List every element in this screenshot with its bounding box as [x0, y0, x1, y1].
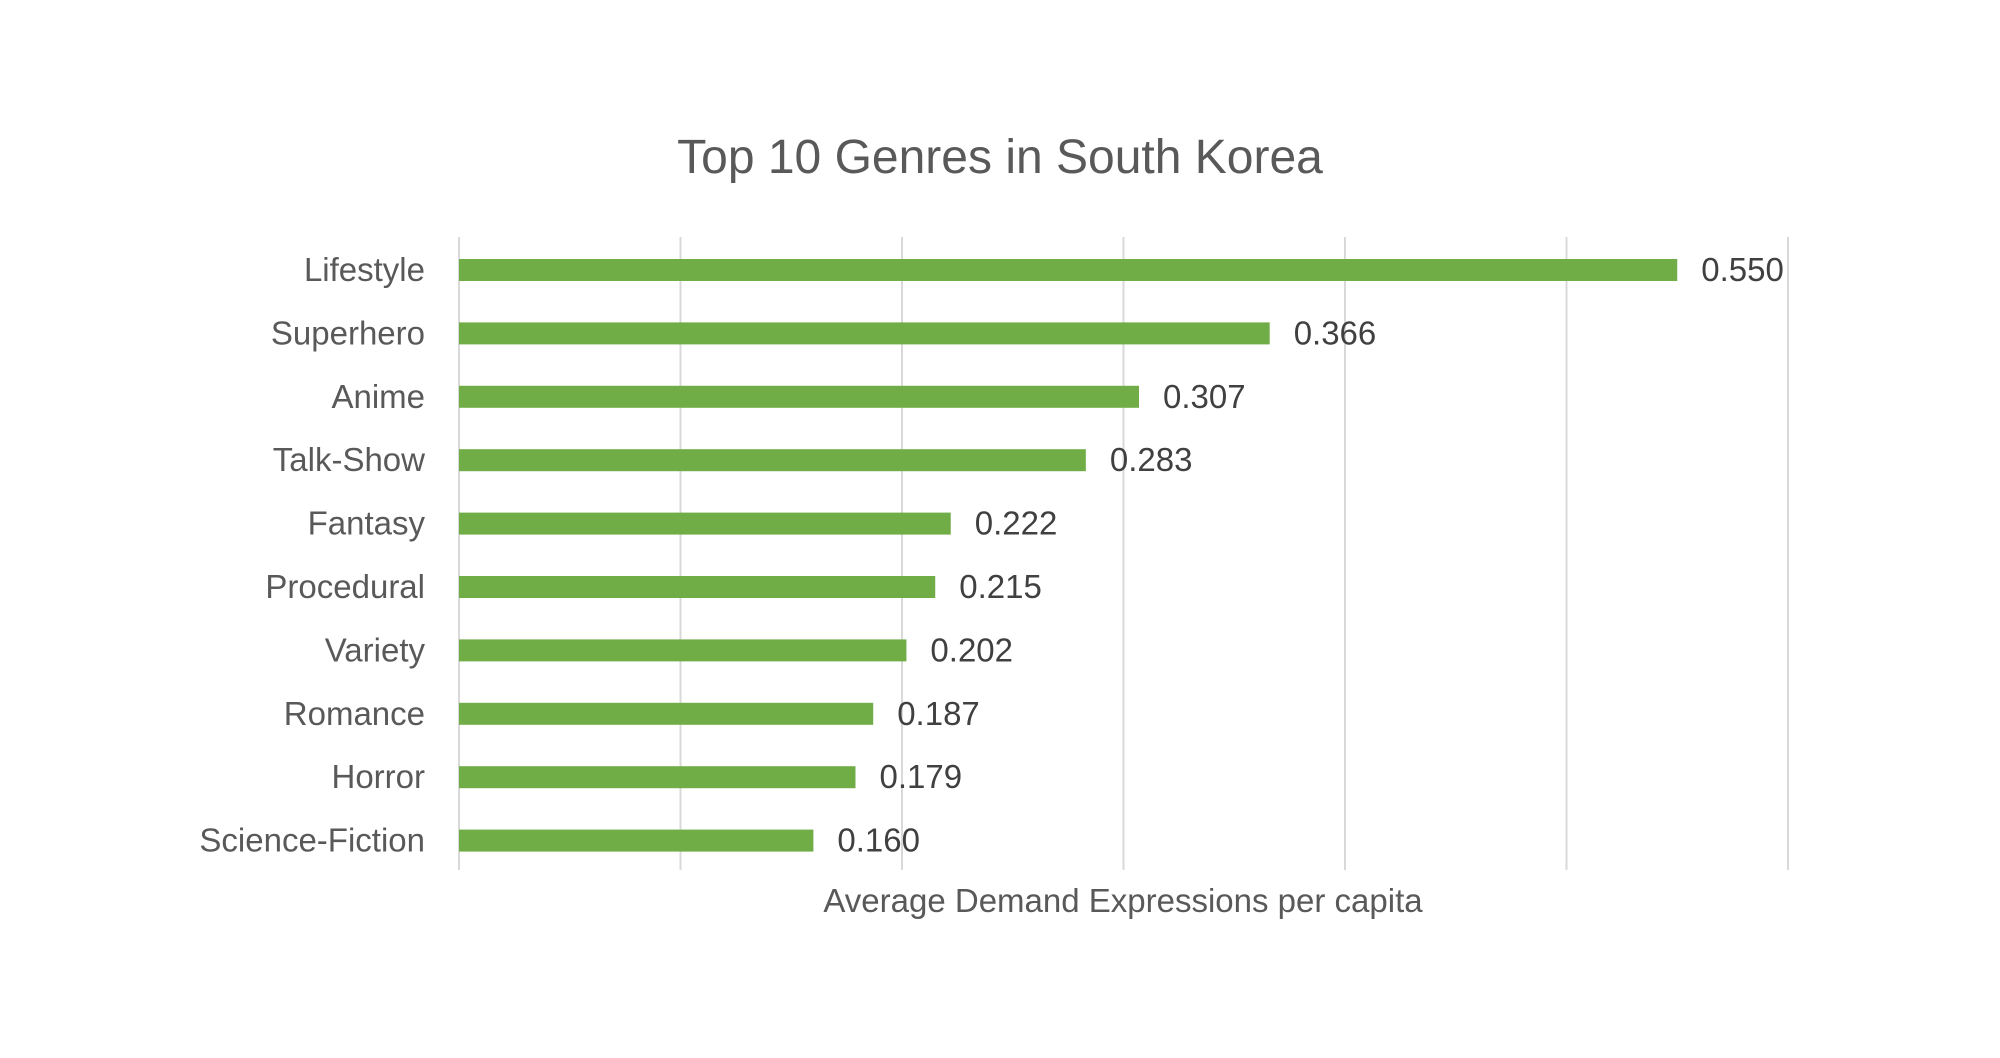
- bar-row: Superhero 0.366: [271, 314, 1376, 351]
- value-label: 0.215: [959, 568, 1042, 605]
- bar-row: Lifestyle 0.550: [304, 251, 1784, 288]
- bar: [459, 639, 907, 662]
- value-label: 0.179: [879, 758, 962, 795]
- bar: [459, 385, 1140, 408]
- category-label: Lifestyle: [304, 251, 425, 288]
- bar-row: Fantasy 0.222: [308, 505, 1058, 542]
- bar: [459, 512, 951, 535]
- category-label: Science-Fiction: [199, 822, 425, 859]
- bar: [459, 449, 1086, 472]
- category-label: Superhero: [271, 314, 425, 351]
- value-label: 0.366: [1294, 314, 1377, 351]
- value-label: 0.202: [930, 631, 1013, 668]
- category-label: Procedural: [265, 568, 425, 605]
- bar-row: Anime 0.307: [331, 378, 1245, 415]
- value-label: 0.283: [1110, 441, 1193, 478]
- value-label: 0.550: [1701, 251, 1784, 288]
- category-label: Anime: [331, 378, 425, 415]
- value-label: 0.222: [975, 505, 1058, 542]
- bar-row: Variety 0.202: [325, 631, 1013, 668]
- bar-row: Procedural 0.215: [265, 568, 1041, 605]
- bars: Lifestyle 0.550 Superhero 0.366 Anime 0.307 Ta…: [199, 251, 1783, 859]
- category-label: Fantasy: [308, 505, 426, 542]
- category-label: Variety: [325, 631, 426, 668]
- category-label: Romance: [284, 695, 425, 732]
- x-axis-label: Average Demand Expressions per capita: [823, 882, 1423, 919]
- chart-title: Top 10 Genres in South Korea: [677, 131, 1323, 184]
- bar: [459, 322, 1270, 345]
- category-label: Talk-Show: [273, 441, 425, 478]
- bar-row: Horror 0.179: [331, 758, 962, 795]
- bar: [459, 702, 874, 725]
- bar: [459, 576, 936, 598]
- bar: [459, 259, 1678, 281]
- value-label: 0.187: [897, 695, 980, 732]
- bar: [459, 766, 856, 789]
- bar-row: Science-Fiction 0.160: [199, 822, 920, 859]
- value-label: 0.160: [837, 822, 920, 859]
- bar: [459, 829, 814, 852]
- bar-row: Talk-Show 0.283: [273, 441, 1193, 478]
- value-label: 0.307: [1163, 378, 1246, 415]
- bar-row: Romance 0.187: [284, 695, 980, 732]
- category-label: Horror: [331, 758, 425, 795]
